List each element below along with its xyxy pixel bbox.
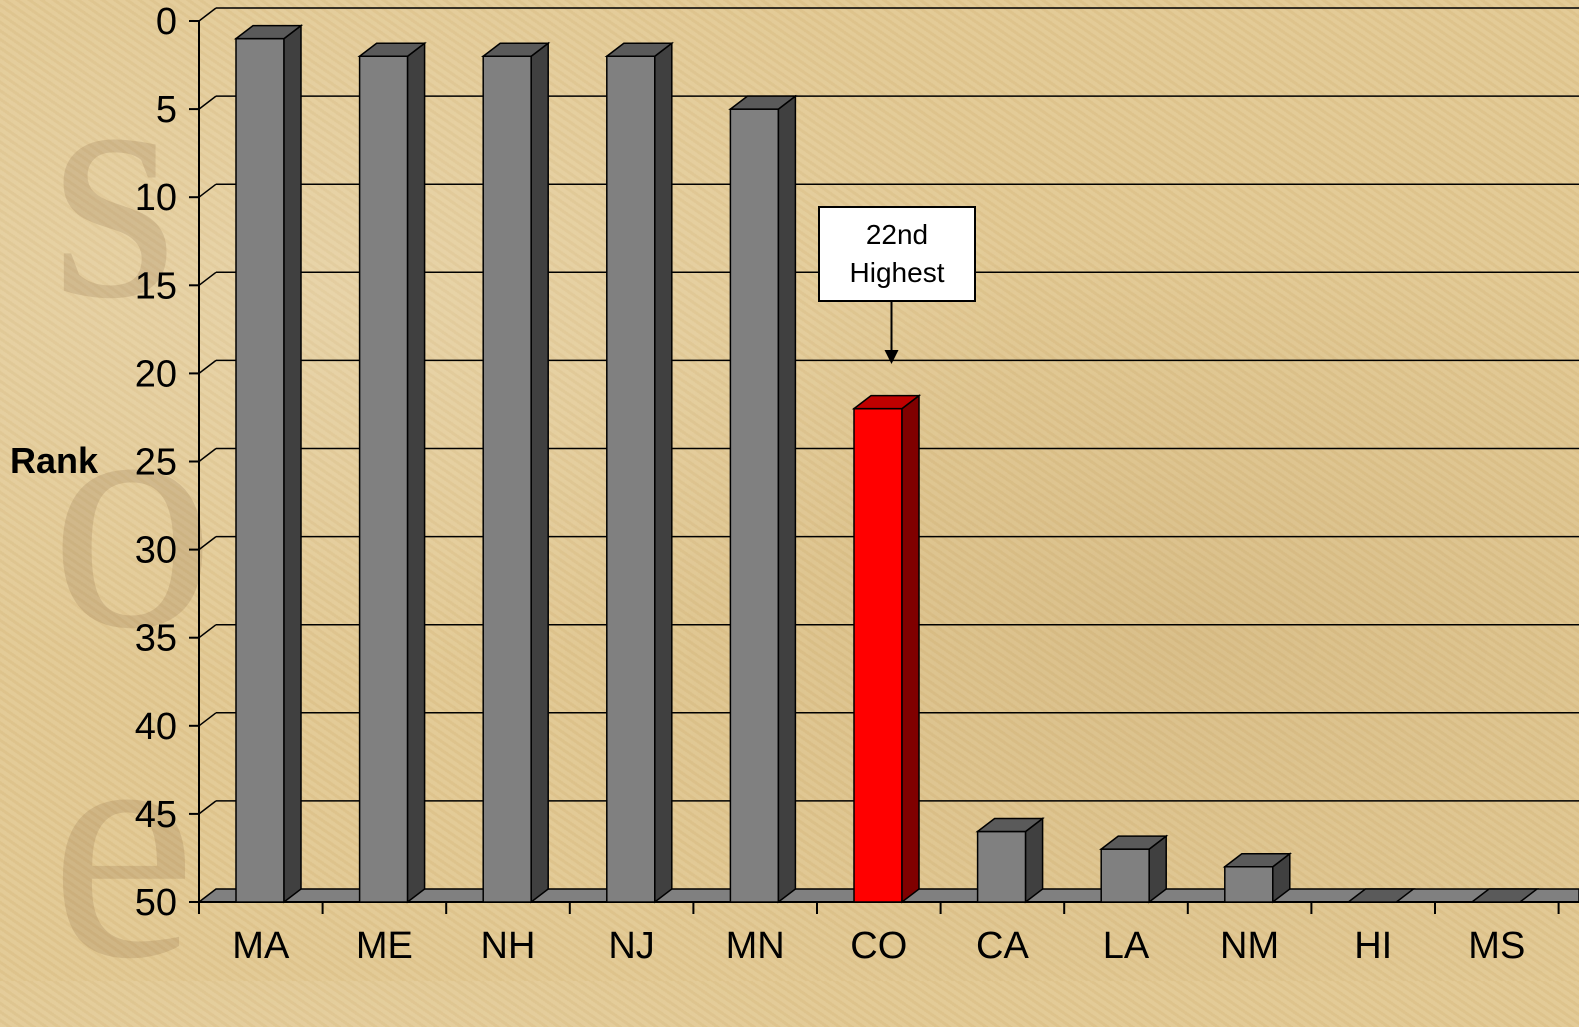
bar-top [1098, 835, 1169, 850]
x-tick-label: LA [1103, 925, 1150, 967]
callout-line-2: Highest [849, 257, 945, 288]
y-tick-label: 40 [135, 706, 177, 748]
y-tick-label: 20 [135, 353, 177, 395]
gridline-diagonal [198, 800, 217, 815]
bar-mn [728, 94, 798, 904]
callout-arrow [884, 302, 899, 364]
bar-front [482, 55, 532, 903]
y-tick-label: 45 [135, 794, 177, 836]
y-tick-label: 5 [156, 89, 177, 131]
gridline-diagonal [198, 7, 217, 22]
y-axis-labels: 0 5 10 15 20 25 30 35 40 45 50 [135, 1, 177, 924]
callout-line-1: 22nd [865, 219, 929, 250]
bar-nj [604, 41, 675, 904]
y-tick-label: 15 [135, 265, 177, 307]
bar-top [480, 42, 551, 57]
x-tick-label: NM [1220, 925, 1279, 967]
bar-side [1024, 817, 1044, 904]
bar-ca [975, 817, 1045, 904]
bar-front [358, 55, 409, 903]
bar-front [729, 108, 780, 903]
bar-side [654, 41, 673, 904]
bar-front [1224, 866, 1274, 903]
gridline-diagonal [198, 447, 217, 463]
bar-side [406, 41, 426, 904]
x-tick-label: CO [850, 925, 907, 967]
bar-top [728, 95, 798, 110]
x-tick-label: MN [726, 925, 785, 967]
callout-box: 22nd Highest [818, 206, 976, 302]
x-axis-labels: MA ME NH NJ MN CO CA LA NM HI MS [232, 925, 1525, 967]
bar-nh [480, 41, 551, 904]
bar-nm [1222, 852, 1293, 904]
gridline-diagonal [198, 95, 217, 110]
bar-front [853, 407, 903, 903]
bar-front [235, 37, 285, 903]
rank-bar-chart: MA ME NH NJ MN CO CA LA NM HI MS 0 5 10 15 20 25 30 35 40 4… [10, 1, 1579, 967]
bar-top [975, 817, 1045, 833]
x-tick-label: CA [976, 925, 1029, 967]
y-tick-label: 30 [135, 530, 177, 572]
bar-front [1100, 848, 1150, 903]
x-tick-label: ME [356, 925, 413, 967]
bar-ma [233, 24, 304, 904]
bar-top [1222, 853, 1293, 868]
bar-front [976, 830, 1027, 903]
bar-side [530, 41, 549, 904]
bar-side [901, 394, 920, 904]
x-tick-label: MS [1468, 925, 1525, 967]
bar-top [1469, 888, 1540, 903]
gridline-diagonal [198, 359, 217, 374]
bar-co [851, 394, 922, 904]
bar-side [777, 94, 797, 904]
gridline-diagonal [198, 624, 217, 639]
y-tick-label: 25 [135, 442, 177, 484]
bar-top [357, 42, 427, 57]
gridline-diagonal [198, 536, 217, 551]
y-tick-label: 50 [135, 882, 177, 924]
y-tick-label: 35 [135, 618, 177, 660]
gridline-diagonal [198, 271, 217, 286]
bar-hi [1346, 888, 1416, 903]
x-tick-label: HI [1354, 925, 1392, 967]
gridline-diagonal [198, 712, 217, 727]
bar-la [1098, 834, 1169, 904]
x-tick-label: NJ [608, 925, 654, 967]
y-tick-label: 0 [156, 1, 177, 43]
bars [233, 24, 1540, 904]
y-axis-title: Rank [10, 440, 99, 481]
gridline-diagonal [198, 183, 217, 198]
bar-top [233, 24, 304, 40]
bar-top [851, 394, 922, 410]
bar-front [606, 55, 656, 903]
callout-arrow-head [884, 350, 899, 364]
x-tick-label: MA [232, 925, 290, 967]
bar-top [1346, 888, 1416, 903]
bar-side [283, 24, 302, 904]
bar-top [604, 42, 675, 57]
y-tick-label: 10 [135, 177, 177, 219]
bar-ms [1469, 888, 1540, 903]
bar-me [357, 41, 427, 904]
x-tick-label: NH [481, 925, 536, 967]
